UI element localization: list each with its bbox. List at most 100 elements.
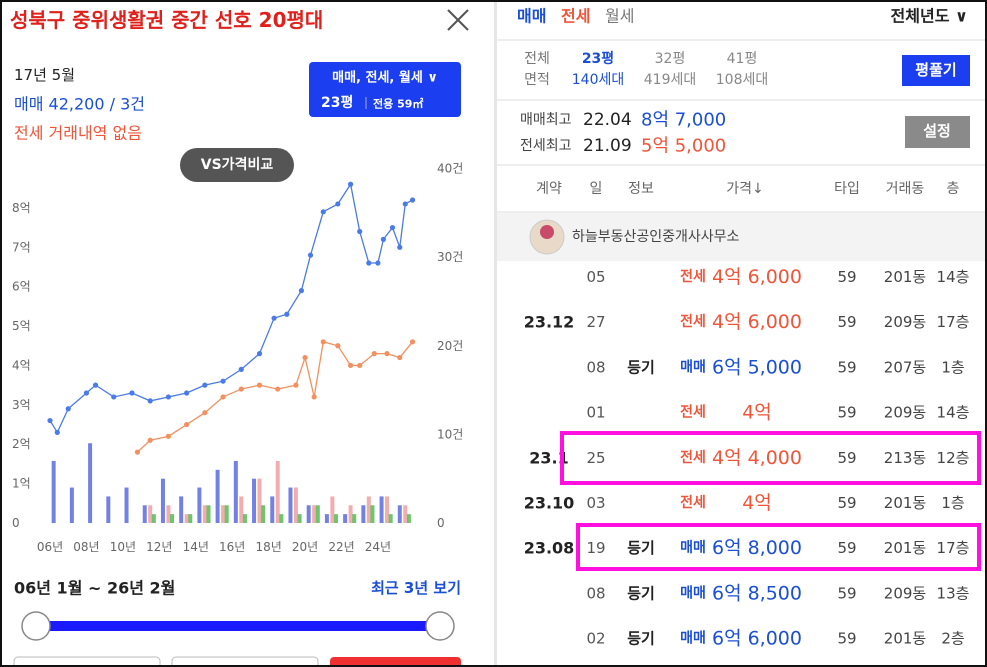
range-handle[interactable] bbox=[425, 611, 455, 641]
price: 4억 6,000 bbox=[712, 266, 802, 288]
count-bar bbox=[261, 505, 266, 523]
floor: 2층 bbox=[941, 630, 964, 648]
settings-button[interactable] bbox=[905, 116, 970, 148]
compare-button[interactable] bbox=[180, 148, 294, 182]
price-point bbox=[165, 394, 172, 400]
highlight-box bbox=[576, 523, 981, 571]
table-header[interactable]: 가격↓ bbox=[726, 181, 764, 197]
size-head: 전체 bbox=[524, 51, 550, 67]
price-point bbox=[302, 354, 308, 361]
count-bar bbox=[242, 514, 247, 523]
agent-avatar bbox=[540, 225, 554, 239]
recent-link[interactable]: 최근 3년 보기 bbox=[371, 579, 461, 597]
unit-type: 59 bbox=[837, 449, 856, 467]
count-bar bbox=[124, 487, 129, 523]
price: 4억 6,000 bbox=[712, 311, 802, 333]
floor: 13층 bbox=[937, 584, 970, 602]
table-header: 타입 bbox=[834, 181, 860, 197]
price-point bbox=[347, 181, 354, 187]
x-tick-label: 20년 bbox=[292, 540, 318, 554]
count-bar bbox=[279, 514, 284, 523]
size-option[interactable]: 41평 bbox=[727, 51, 758, 67]
price-point bbox=[65, 406, 71, 412]
price: 4억 bbox=[742, 492, 772, 514]
count-bar bbox=[224, 505, 229, 523]
compare-label: VS가격비교 bbox=[201, 156, 274, 173]
building: 201동 bbox=[884, 268, 927, 286]
tab[interactable]: 월세 bbox=[605, 7, 634, 26]
unit-type: 59 bbox=[837, 313, 856, 331]
tab[interactable]: 매매 bbox=[517, 7, 546, 26]
filter-button[interactable] bbox=[309, 62, 461, 117]
building: 213동 bbox=[884, 449, 927, 467]
y-tick-label: 3억 bbox=[12, 398, 31, 412]
count-bar bbox=[142, 505, 147, 523]
price-point bbox=[320, 339, 326, 345]
contract-month: 23.12 bbox=[524, 313, 575, 332]
price-point bbox=[256, 382, 263, 388]
count-bar bbox=[330, 496, 335, 523]
count-bar bbox=[315, 505, 320, 523]
count-bar bbox=[233, 460, 238, 523]
count-bar bbox=[160, 478, 165, 523]
tab[interactable]: 전세 bbox=[561, 7, 590, 26]
price-point bbox=[184, 421, 190, 428]
info: 등기 bbox=[627, 630, 655, 648]
price-point bbox=[397, 244, 403, 250]
deal-kind: 매매 bbox=[680, 585, 706, 601]
price-point bbox=[371, 351, 377, 357]
day: 02 bbox=[586, 630, 605, 648]
count-bar bbox=[397, 505, 402, 523]
price-point bbox=[202, 382, 208, 388]
price-point bbox=[307, 252, 314, 258]
filter-size: 23평 bbox=[321, 94, 353, 111]
x-tick-label: 14년 bbox=[183, 540, 209, 554]
price-point bbox=[256, 351, 263, 357]
price-line bbox=[137, 340, 414, 453]
date: 17년 5월 bbox=[14, 66, 75, 84]
count-bar bbox=[257, 478, 262, 523]
agent-name: 하늘부동산공인중개사사무소 bbox=[572, 229, 740, 245]
count-bar bbox=[385, 496, 390, 523]
button[interactable] bbox=[171, 656, 319, 667]
price-point bbox=[293, 382, 299, 388]
table-header: 층 bbox=[947, 181, 960, 197]
floor: 17층 bbox=[937, 313, 970, 331]
year-filter[interactable]: 전체년도 ∨ bbox=[891, 7, 968, 26]
size-option[interactable]: 23평 bbox=[582, 50, 614, 67]
floor: 17층 bbox=[937, 539, 970, 557]
day: 03 bbox=[586, 494, 605, 512]
count-bar bbox=[252, 478, 257, 523]
price-point bbox=[238, 386, 244, 392]
count-bar bbox=[221, 505, 226, 523]
price-point bbox=[402, 201, 408, 207]
range-handle[interactable] bbox=[21, 611, 51, 641]
table-header: 거래동 bbox=[886, 181, 925, 197]
day: 08 bbox=[586, 358, 605, 376]
button[interactable] bbox=[13, 656, 161, 667]
count-bar bbox=[406, 514, 411, 523]
deal-kind: 매매 bbox=[680, 631, 706, 647]
price-point bbox=[238, 366, 244, 372]
count-bar bbox=[334, 514, 339, 523]
count-bar bbox=[275, 460, 280, 523]
price-point bbox=[320, 209, 326, 215]
price-point bbox=[54, 429, 60, 436]
y2-tick-label: 10건 bbox=[437, 427, 463, 441]
price-point bbox=[375, 260, 381, 266]
building: 209동 bbox=[884, 313, 927, 331]
price-point bbox=[165, 433, 172, 439]
size-option[interactable]: 32평 bbox=[655, 51, 686, 67]
price: 6억 5,000 bbox=[712, 356, 802, 378]
x-tick-label: 18년 bbox=[255, 540, 281, 554]
price: 6억 8,500 bbox=[712, 582, 802, 604]
close-icon[interactable] bbox=[447, 9, 469, 31]
building: 207동 bbox=[884, 358, 927, 376]
expand-button[interactable] bbox=[902, 55, 970, 86]
button[interactable] bbox=[330, 657, 461, 667]
unit-type: 59 bbox=[837, 358, 856, 376]
count-bar bbox=[348, 505, 353, 523]
x-tick-label: 10년 bbox=[110, 540, 136, 554]
size-units: 108세대 bbox=[716, 72, 768, 88]
day: 01 bbox=[586, 404, 605, 422]
